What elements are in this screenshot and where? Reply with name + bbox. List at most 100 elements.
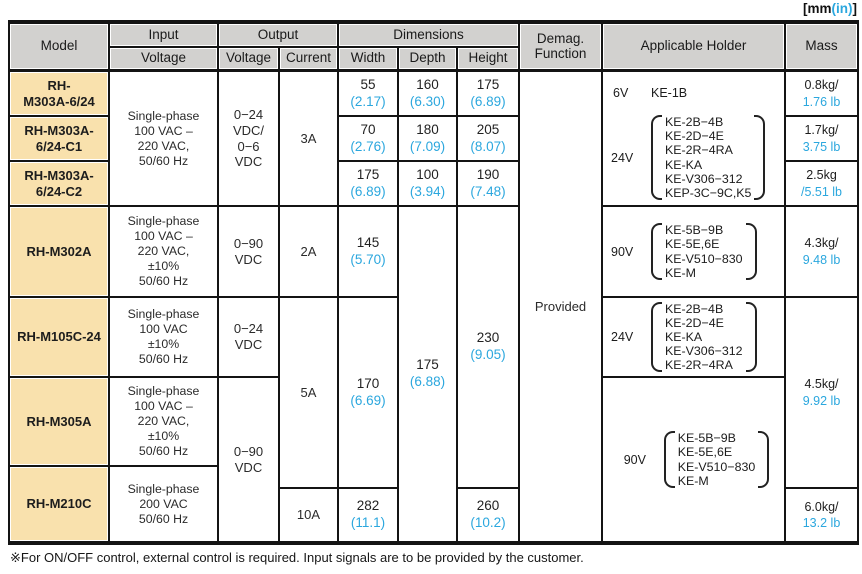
current-value: 10A: [296, 507, 321, 523]
holder-list: KE-2B−4B KE-2D−4E KE-KA KE-V306−312 KE-2…: [662, 300, 746, 375]
header-output-label: Output: [257, 26, 299, 42]
holder-group-24v: 24V KE-2B−4B KE-2D−4E KE-2R−4RA KE-KA KE…: [603, 113, 784, 205]
height-inch: (7.48): [470, 183, 506, 199]
model-name-line: 6/24-C2: [35, 183, 83, 199]
bracket-right-icon: [745, 301, 757, 373]
model-name-line: RH-M302A: [26, 243, 92, 259]
height-inch: (10.2): [470, 515, 506, 530]
height-cell: 205 (8.07): [458, 117, 520, 162]
header-dimensions: Dimensions: [339, 24, 520, 48]
bracket-left-icon: [651, 301, 662, 373]
input-line: 100 VAC –: [134, 229, 193, 243]
model-name-line: RH-M303A-: [24, 167, 94, 183]
holder-list: KE-2B−4B KE-2D−4E KE-2R−4RA KE-KA KE-V30…: [662, 113, 754, 202]
holder-voltage: 90V: [611, 244, 634, 259]
model-name-line: RH-M105C-24: [17, 329, 101, 345]
input-line: 50/60 Hz: [138, 274, 189, 288]
footnote-text: ※For ON/OFF control, external control is…: [10, 550, 584, 565]
depth-cell: 160 (6.30): [399, 72, 458, 117]
header-applicable-holder: Applicable Holder: [603, 24, 786, 72]
mass-kg: 4.3kg/: [804, 236, 839, 251]
input-line: 100 VAC: [139, 322, 188, 336]
unit-note: [mm(in)]: [803, 1, 857, 16]
current-cell: 3A: [280, 72, 339, 207]
input-line: Single-phase: [127, 384, 200, 398]
height-mm: 260: [476, 498, 500, 514]
width-cell: 282 (11.1): [339, 489, 399, 541]
mass-lb: 9.48 lb: [802, 252, 841, 267]
holder-item: KE-V510−830: [665, 251, 743, 266]
header-width: Width: [339, 48, 399, 72]
holder-group-24v: 24V KE-2B−4B KE-2D−4E KE-KA KE-V306−312 …: [603, 300, 784, 375]
width-cell: 55 (2.17): [339, 72, 399, 117]
height-mm: 175: [476, 76, 500, 92]
input-line: 100 VAC –: [134, 399, 193, 413]
width-inch: (5.70): [350, 251, 386, 267]
model-name-line: RH-M210C: [26, 496, 92, 512]
output-voltage-cell: 0−90 VDC: [219, 378, 280, 541]
mass-cell: 0.8kg/ 1.76 lb: [786, 72, 857, 117]
holder-item: KE-2R−4RA: [665, 143, 733, 158]
header-input-voltage-label: Voltage: [140, 50, 187, 66]
depth-inch: (6.30): [409, 93, 446, 109]
unit-note-mm: [mm: [802, 1, 832, 16]
mass-cell: 6.0kg/ 13.2 lb: [786, 489, 857, 541]
output-voltage-line: 0−90: [233, 443, 264, 459]
header-input-label: Input: [148, 26, 179, 42]
height-mm: 190: [476, 166, 500, 182]
current-cell: 5A: [280, 298, 339, 489]
holder-group-90v: 90V KE-5B−9B KE-5E,6E KE-V510−830 KE-M: [616, 429, 772, 490]
model-name-line: RH-: [47, 77, 71, 93]
mass-lb: /5.51 lb: [800, 184, 842, 199]
model-cell-rh-m303a-6-24-c1: RH-M303A- 6/24-C1: [10, 117, 110, 162]
model-cell-rh-m303a-6-24-c2: RH-M303A- 6/24-C2: [10, 162, 110, 207]
depth-cell: 180 (7.09): [399, 117, 458, 162]
model-cell-rh-m303a-6-24: RH- M303A-6/24: [10, 72, 110, 117]
header-mass-label: Mass: [805, 38, 838, 54]
model-name-line: RH-M305A: [26, 413, 92, 429]
height-cell: 175 (6.89): [458, 72, 520, 117]
width-inch: (6.69): [350, 392, 386, 408]
holder-item: KE-2D−4E: [665, 315, 724, 330]
holder-cell-90v: 90V KE-5B−9B KE-5E,6E KE-V510−830 KE-M: [603, 207, 786, 298]
header-model-label: Model: [40, 38, 78, 54]
output-voltage-line: 0−90: [233, 235, 264, 251]
input-voltage-cell: Single-phase 100 VAC ±10% 50/60 Hz: [110, 298, 219, 378]
current-cell: 2A: [280, 207, 339, 298]
holder-item: KE-2D−4E: [665, 129, 724, 144]
mass-cell: 1.7kg/ 3.75 lb: [786, 117, 857, 162]
height-inch: (6.89): [470, 93, 506, 109]
demag-function-value: Provided: [534, 299, 587, 314]
output-voltage-cell: 0−24 VDC: [219, 298, 280, 378]
height-inch: (9.05): [470, 347, 506, 362]
input-line: ±10%: [147, 259, 180, 273]
input-line: ±10%: [147, 429, 180, 443]
header-output: Output: [219, 24, 339, 48]
output-voltage-line: 0−6: [237, 138, 260, 154]
depth-inch: (3.94): [409, 183, 446, 199]
input-line: 50/60 Hz: [138, 444, 189, 458]
model-name-line: RH-M303A-: [24, 122, 94, 138]
mass-lb: 13.2 lb: [802, 516, 841, 530]
current-value: 3A: [300, 130, 317, 146]
current-cell: 10A: [280, 489, 339, 541]
input-line: 50/60 Hz: [138, 153, 189, 168]
header-width-label: Width: [350, 50, 386, 66]
mass-kg: 2.5kg: [806, 168, 837, 183]
height-inch: (8.07): [470, 138, 506, 154]
holder-item: KE-5E,6E: [677, 445, 733, 460]
input-line: Single-phase: [127, 307, 200, 321]
bracket-left-icon: [651, 223, 662, 280]
input-line: Single-phase: [127, 108, 200, 123]
width-mm: 55: [360, 76, 376, 92]
holder-cell-6v-24v: 6V KE-1B 24V KE-2B−4B KE-2D−4E KE-2R−4RA…: [603, 72, 786, 207]
holder-group-90v: 90V KE-5B−9B KE-5E,6E KE-V510−830 KE-M: [603, 221, 784, 282]
holder-item: KE-1B: [651, 85, 688, 100]
header-output-current: Current: [280, 48, 339, 72]
height-cell: 230 (9.05): [458, 207, 520, 489]
unit-note-in: (in): [831, 1, 853, 16]
holder-item: KE-M: [665, 265, 696, 280]
width-mm: 70: [360, 121, 376, 137]
bracket-right-icon: [754, 115, 766, 200]
output-voltage-line: VDC/: [232, 122, 265, 138]
